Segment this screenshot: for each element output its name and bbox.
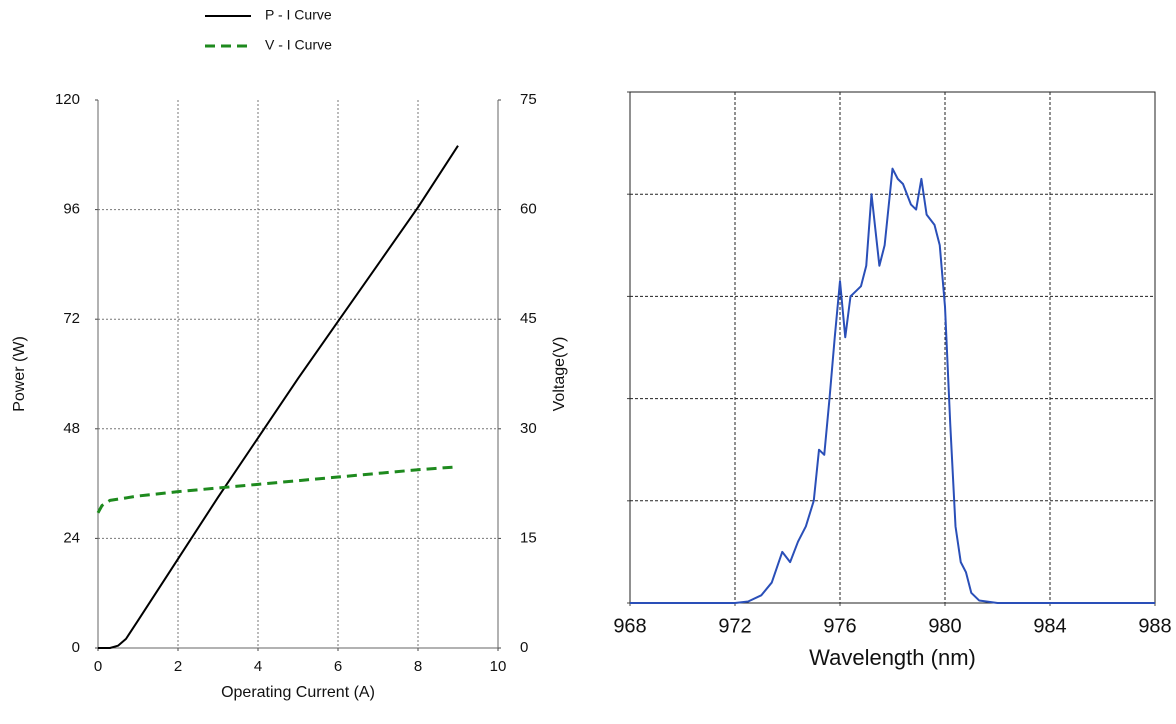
plot-frame <box>629 91 1156 604</box>
x-tick-label: 10 <box>490 658 507 675</box>
y2-tick-label: 0 <box>520 639 528 656</box>
y-tick-label: 72 <box>63 310 80 327</box>
x-tick-label: 988 <box>1138 615 1171 637</box>
y-tick-label: 48 <box>63 420 80 437</box>
series-line <box>98 145 459 649</box>
y2-tick-label: 30 <box>520 420 537 437</box>
y-axis-title: Power (W) <box>11 336 28 412</box>
legend-label: V - I Curve <box>265 37 332 53</box>
y-tick-label: 96 <box>63 201 80 218</box>
y2-tick-label: 75 <box>520 91 537 108</box>
y2-tick-label: 60 <box>520 201 537 218</box>
y-tick-label: 0 <box>72 639 80 656</box>
y-tick-label: 120 <box>55 91 80 108</box>
x-tick-label: 2 <box>174 658 182 675</box>
series-line <box>96 465 459 514</box>
x-tick-label: 4 <box>254 658 262 675</box>
x-tick-label: 968 <box>613 615 646 637</box>
y2-axis-title: Voltage(V) <box>551 337 568 412</box>
y2-tick-label: 15 <box>520 529 537 546</box>
y-tick-label: 24 <box>63 529 80 546</box>
y2-tick-label: 45 <box>520 310 537 327</box>
x-tick-label: 0 <box>94 658 102 675</box>
x-tick-label: 6 <box>334 658 342 675</box>
x-tick-label: 980 <box>928 615 961 637</box>
series-line <box>630 167 1155 604</box>
legend-label: P - I Curve <box>265 7 332 23</box>
x-tick-label: 972 <box>718 615 751 637</box>
x-axis-title: Operating Current (A) <box>221 684 375 701</box>
x-axis-title: Wavelength (nm) <box>809 645 976 670</box>
x-tick-label: 976 <box>823 615 856 637</box>
x-tick-label: 984 <box>1033 615 1066 637</box>
x-tick-label: 8 <box>414 658 422 675</box>
